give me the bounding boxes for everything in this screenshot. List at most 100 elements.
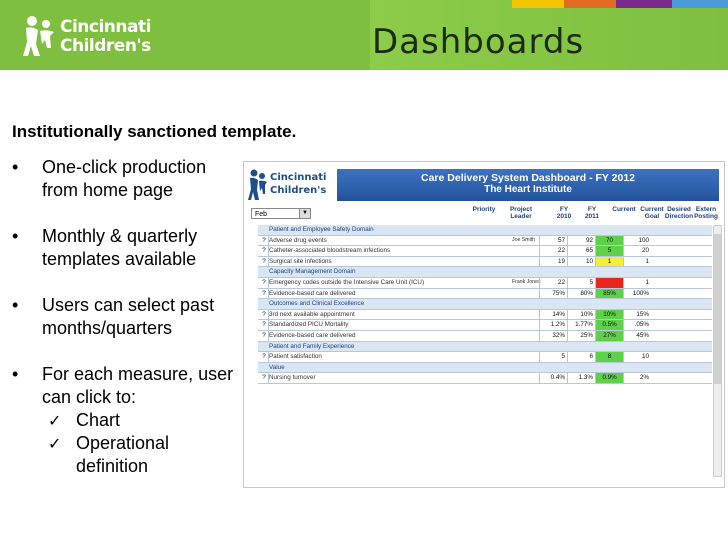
cell-cur: 85% [595, 288, 623, 299]
help-icon[interactable]: ? [260, 373, 269, 383]
measure-name[interactable]: Emergency codes outside the Intensive Ca… [269, 278, 425, 286]
bullet-text: Users can select past months/quarters [42, 295, 215, 338]
cell-goal: 15% [623, 309, 651, 320]
table-row[interactable]: ? Nursing turnover 0.4% 1.3% 0.9% 2% [258, 373, 712, 384]
column-header-line1: Extern [695, 206, 717, 213]
table-row[interactable]: ? Adverse drug events Joe Smith 57 92 70 100 [258, 235, 712, 247]
cell-goal: 2% [623, 373, 651, 383]
measure-name[interactable]: Surgical site infections [269, 257, 332, 265]
cell-fy10: 75% [539, 288, 567, 299]
vertical-scrollbar[interactable] [713, 225, 722, 477]
dashboard-subtitle: The Heart Institute [484, 184, 572, 195]
check-item: ✓ Operational definition [48, 432, 242, 478]
measure-name[interactable]: Evidence-based care delivered [269, 289, 356, 297]
header-bar [0, 0, 728, 70]
children-figure-icon [23, 16, 54, 56]
cincinnati-childrens-logo: Cincinnati Children's [22, 14, 162, 58]
domain-row: Patient and Family Experience [258, 341, 712, 353]
help-icon[interactable]: ? [260, 256, 269, 267]
cell-fy10: 1.2% [539, 320, 567, 330]
measure-name[interactable]: Standardized PICU Mortality [269, 321, 349, 329]
domain-row: Patient and Employee Safety Domain [258, 225, 712, 236]
cell-cur [595, 277, 623, 288]
column-header-line2: Posting [694, 213, 718, 220]
domain-row: Value [258, 362, 712, 374]
help-icon[interactable]: ? [260, 288, 269, 299]
cell-cur: 10% [595, 309, 623, 320]
month-select-value: Feb [255, 211, 268, 218]
bullet-item: • Users can select past months/quarters [12, 294, 242, 340]
help-icon[interactable]: ? [260, 352, 269, 362]
color-strip-blue [672, 0, 728, 8]
column-header: Project Leader [506, 206, 536, 220]
cell-goal: .05% [623, 320, 651, 330]
cell-fy11: 80% [567, 288, 595, 299]
table-row[interactable]: ? Patient satisfaction 5 6 8 10 [258, 352, 712, 363]
table-row[interactable]: ? Evidence-based care delivered 75% 80% 85% 1… [258, 288, 712, 300]
check-text: Operational definition [76, 433, 170, 476]
chevron-down-icon[interactable]: ▼ [299, 209, 310, 218]
measure-name[interactable]: Evidence-based care delivered [269, 331, 356, 339]
dashboard-banner: Care Delivery System Dashboard - FY 2012… [337, 169, 719, 201]
column-header-line1: FY [587, 206, 597, 213]
help-icon[interactable]: ? [260, 277, 269, 288]
measure-name[interactable]: Nursing turnover [269, 374, 316, 382]
column-header: FY 2011 [577, 206, 607, 220]
logo-line-1: Cincinnati [60, 17, 151, 37]
column-header-line1: Current [640, 206, 664, 213]
color-strip-purple [616, 0, 672, 8]
table-row[interactable]: ? 3rd next available appointment 14% 10% 10%… [258, 309, 712, 321]
color-strip-yellow [512, 0, 564, 8]
cell-fy11: 92 [567, 235, 595, 246]
help-icon[interactable]: ? [260, 309, 269, 320]
logo-line-2: Children's [60, 36, 151, 56]
measure-name[interactable]: Patient satisfaction [269, 353, 322, 361]
cell-cur: 1 [595, 256, 623, 267]
column-header-line2: 2010 [556, 213, 572, 220]
scrollbar-thumb[interactable] [714, 234, 721, 384]
cell-fy10: 14% [539, 309, 567, 320]
check-item: ✓ Chart [48, 409, 242, 432]
column-header: FY 2010 [549, 206, 579, 220]
measure-name[interactable]: 3rd next available appointment [269, 310, 355, 318]
bullet-dot-icon: • [12, 157, 19, 177]
cell-fy10: 22 [539, 277, 567, 288]
cell-fy11: 65 [567, 246, 595, 256]
measure-name[interactable]: Adverse drug events [269, 236, 327, 244]
checkmark-icon: ✓ [48, 434, 62, 453]
column-header-line1: Current [612, 206, 636, 213]
dashboard-logo: Cincinnati Children's [248, 168, 334, 204]
bullet-text: Monthly & quarterly templates available [42, 226, 198, 269]
cell-fy10: 5 [539, 352, 567, 362]
measure-name[interactable]: Catheter-associated bloodstream infectio… [269, 247, 391, 255]
table-row[interactable]: ? Catheter-associated bloodstream infecti… [258, 246, 712, 257]
help-icon[interactable]: ? [260, 330, 269, 341]
cell-fy11: 1.77% [567, 320, 595, 330]
project-leader: Joe Smith [512, 236, 536, 243]
table-row[interactable]: ? Standardized PICU Mortality 1.2% 1.77% 0.5… [258, 320, 712, 331]
column-header: Extern Posting [691, 206, 721, 220]
help-icon[interactable]: ? [260, 320, 269, 330]
table-row[interactable]: ? Surgical site infections 19 10 1 1 [258, 256, 712, 268]
domain-row: Capacity Management Domain [258, 267, 712, 278]
cell-cur: 70 [595, 235, 623, 246]
cell-cur: 27% [595, 330, 623, 341]
column-header-line2: Leader [510, 213, 532, 220]
measures-table: Patient and Employee Safety Domain? Adver… [258, 225, 712, 384]
domain-name: Patient and Employee Safety Domain [269, 226, 374, 233]
month-select[interactable]: Feb ▼ [251, 208, 311, 219]
cell-fy11: 6 [567, 352, 595, 362]
table-row[interactable]: ? Emergency codes outside the Intensive C… [258, 277, 712, 289]
cell-fy10: 57 [539, 235, 567, 246]
subtitle: Institutionally sanctioned template. [12, 122, 297, 141]
check-text: Chart [76, 410, 121, 430]
bullet-item: • Monthly & quarterly templates available [12, 225, 242, 271]
bullet-dot-icon: • [12, 295, 19, 315]
cell-fy10: 0.4% [539, 373, 567, 383]
cell-fy11: 1.3% [567, 373, 595, 383]
table-row[interactable]: ? Evidence-based care delivered 32% 25% 27% 4… [258, 330, 712, 342]
help-icon[interactable]: ? [260, 235, 269, 246]
cell-cur: 8 [595, 352, 623, 362]
bullet-dot-icon: • [12, 364, 19, 384]
help-icon[interactable]: ? [260, 246, 269, 256]
